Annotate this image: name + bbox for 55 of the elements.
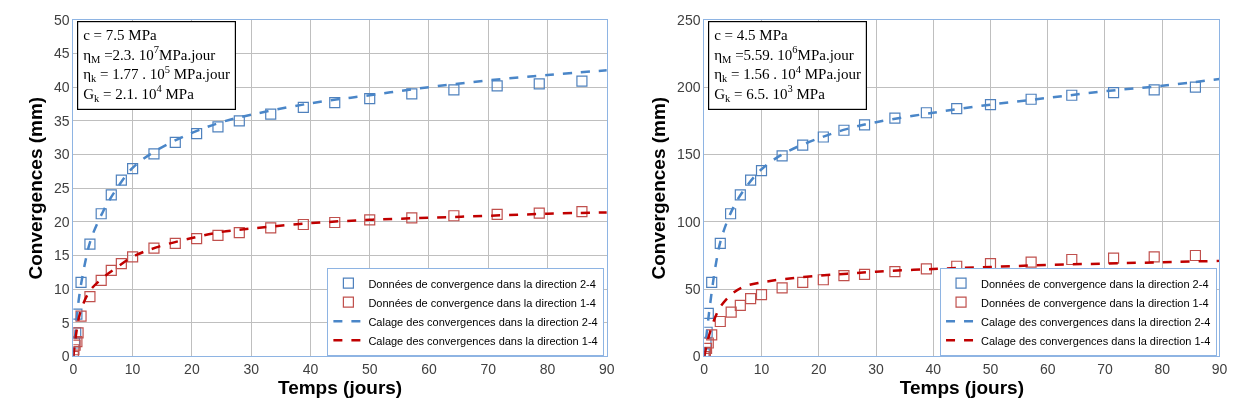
x-tick-label: 90 — [1211, 361, 1228, 378]
legend-label: Données de convergence dans la direction 1-4 — [368, 296, 596, 309]
x-tick-label: 20 — [184, 361, 200, 378]
y-axis-title: Convergences (mm) — [647, 96, 669, 280]
x-tick-label: 10 — [124, 361, 141, 378]
x-axis-title: Temps (jours) — [899, 377, 1024, 399]
y-tick-label: 35 — [53, 112, 70, 129]
x-tick-label: 60 — [421, 361, 437, 378]
annotation: η$_{k}$ = 1.56 . 10$^{4}$ MPa.jour — [714, 63, 862, 85]
y-tick-label: 200 — [677, 79, 701, 96]
annotation: G$_{k}$ = 2.1. 10$^{4}$ MPa — [83, 83, 195, 104]
legend-label: Données de convergence dans la direction 2-4 — [368, 277, 596, 290]
legend-label: Calage des convergences dans la direction 2-4 — [368, 315, 598, 328]
x-tick-label: 30 — [243, 361, 260, 378]
x-tick-label: 80 — [539, 361, 556, 378]
x-tick-label: 90 — [599, 361, 615, 378]
y-tick-label: 250 — [677, 11, 701, 28]
y-tick-label: 15 — [53, 247, 70, 264]
y-tick-label: 50 — [684, 281, 701, 298]
x-tick-label: 60 — [1039, 361, 1056, 378]
x-tick-label: 10 — [753, 361, 770, 378]
x-tick-label: 50 — [982, 361, 999, 378]
y-tick-label: 30 — [53, 146, 70, 163]
annotation: η$_{M}$ =2.3. 10$^{7}$MPa.jour — [83, 44, 216, 65]
y-tick-label: 50 — [53, 11, 70, 28]
legend-label: Calage des convergences dans la direction 1-4 — [368, 334, 598, 347]
y-tick-label: 100 — [677, 213, 701, 230]
y-tick-label: 20 — [53, 213, 70, 230]
x-tick-label: 30 — [868, 361, 884, 378]
x-tick-label: 20 — [810, 361, 827, 378]
y-tick-label: 40 — [53, 79, 70, 96]
legend-label: Calage des convergences dans la direction 1-4 — [981, 334, 1211, 347]
y-tick-label: 0 — [692, 348, 701, 365]
x-tick-label: 70 — [1097, 361, 1113, 378]
y-tick-label: 150 — [677, 146, 701, 163]
x-tick-label: 70 — [480, 361, 497, 378]
legend-label: Calage des convergences dans la direction 2-4 — [981, 315, 1211, 328]
x-axis-title: Temps (jours) — [277, 377, 403, 399]
annotation: η$_{k}$ = 1.77 . 10$^{5}$ MPa.jour — [83, 63, 231, 85]
y-tick-label: 45 — [53, 45, 70, 62]
y-tick-label: 0 — [61, 348, 70, 365]
annotation: η$_{M}$ =5.59. 10$^{6}$MPa.jour — [714, 44, 854, 65]
y-tick-label: 5 — [61, 314, 70, 331]
x-tick-label: 80 — [1154, 361, 1171, 378]
legend-label: Données de convergence dans la direction 1-4 — [981, 296, 1209, 309]
y-tick-label: 25 — [53, 180, 70, 197]
x-tick-label: 40 — [302, 361, 319, 378]
annotation: c = 4.5 MPa — [714, 27, 788, 44]
legend-label: Données de convergence dans la direction 2-4 — [981, 277, 1209, 290]
y-axis-title: Convergences (mm) — [24, 96, 46, 280]
x-tick-label: 40 — [925, 361, 942, 378]
annotation: G$_{k}$ = 6.5. 10$^{3}$ MPa — [714, 83, 826, 104]
y-tick-label: 10 — [53, 281, 70, 298]
x-tick-label: 50 — [361, 361, 378, 378]
annotation: c = 7.5 MPa — [83, 27, 157, 44]
